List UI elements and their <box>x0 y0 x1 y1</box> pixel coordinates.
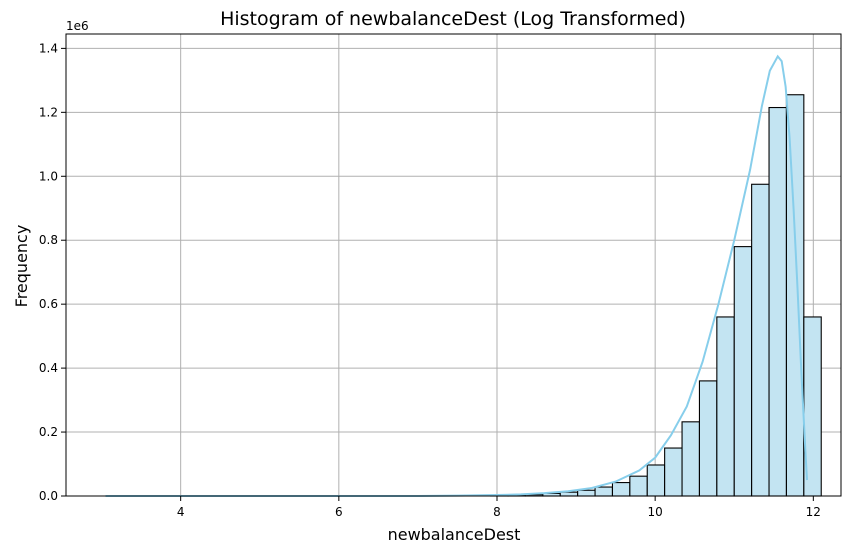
y-tick-label: 0.4 <box>39 361 58 375</box>
x-tick-label: 4 <box>177 505 185 519</box>
y-tick-label: 0.6 <box>39 297 58 311</box>
histogram-bar <box>646 464 666 497</box>
x-tick-label: 8 <box>493 505 501 519</box>
y-tick-label: 0.8 <box>39 233 58 247</box>
y-axis-label: Frequency <box>12 225 31 308</box>
bars <box>490 94 822 497</box>
y-offset-label: 1e6 <box>66 19 89 33</box>
histogram-bar <box>577 489 596 497</box>
y-tick-label: 1.4 <box>39 41 58 55</box>
x-tick-label: 10 <box>648 505 663 519</box>
y-tick-label: 1.2 <box>39 105 58 119</box>
histogram-bar <box>594 486 614 497</box>
y-tick-label: 1.0 <box>39 169 58 183</box>
histogram-bar <box>768 106 787 497</box>
histogram-bar <box>664 447 683 497</box>
x-axis-label: newbalanceDest <box>388 525 521 544</box>
chart-title: Histogram of newbalanceDest (Log Transfo… <box>220 8 686 30</box>
x-tick-label: 12 <box>806 505 821 519</box>
y-tick-label: 0.2 <box>39 425 58 439</box>
histogram-bar <box>733 246 753 497</box>
histogram-bar <box>629 475 648 497</box>
histogram-bar <box>559 491 579 497</box>
histogram-bar <box>611 482 631 497</box>
y-tick-label: 0.0 <box>39 489 58 503</box>
histogram-bar <box>716 316 735 497</box>
x-axis-ticks: 4 6 8 10 12 <box>177 496 821 519</box>
histogram-bar <box>681 421 700 497</box>
y-axis-ticks: 0.0 0.2 0.4 0.6 0.8 1.0 1.2 1.4 <box>39 41 66 503</box>
histogram-bar <box>698 380 718 497</box>
x-tick-label: 6 <box>335 505 343 519</box>
histogram-bar <box>751 183 770 497</box>
histogram-bar <box>785 94 805 497</box>
plot-frame <box>65 33 842 497</box>
